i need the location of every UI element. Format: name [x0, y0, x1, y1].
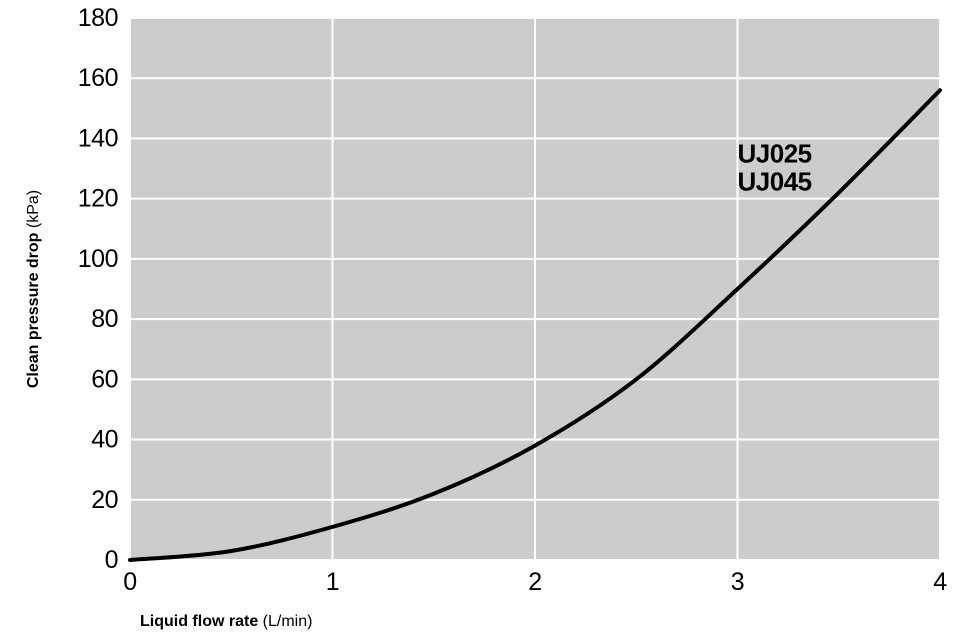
x-tick-label: 0	[123, 568, 136, 596]
y-tick-label: 60	[91, 365, 118, 393]
x-tick-label: 4	[933, 568, 947, 596]
y-tick-label: 120	[78, 185, 118, 213]
y-tick-label: 140	[78, 124, 118, 152]
y-tick-label: 40	[91, 426, 118, 454]
y-tick-label: 100	[78, 245, 118, 273]
series-label: UJ045	[738, 167, 812, 197]
pressure-drop-chart: UJ025UJ045 0 20 40 60 80 100 120 140 160 180 0 1 2 3 4 C…	[0, 0, 954, 636]
y-tick-label: 20	[91, 486, 118, 514]
chart-container: UJ025UJ045 0 20 40 60 80 100 120 140 160 180 0 1 2 3 4 C…	[0, 0, 954, 636]
y-axis-title: Clean pressure drop (kPa)	[25, 190, 42, 388]
y-tick-label: 80	[91, 305, 118, 333]
x-tick-label: 1	[326, 568, 339, 596]
y-tick-label: 180	[78, 4, 118, 32]
x-axis-title: Liquid flow rate (L/min)	[140, 613, 312, 630]
x-tick-label: 3	[731, 568, 744, 596]
y-tick-label: 160	[78, 64, 118, 92]
series-label: UJ025	[738, 139, 812, 169]
y-tick-label: 0	[105, 546, 118, 574]
x-tick-label: 2	[528, 568, 541, 596]
